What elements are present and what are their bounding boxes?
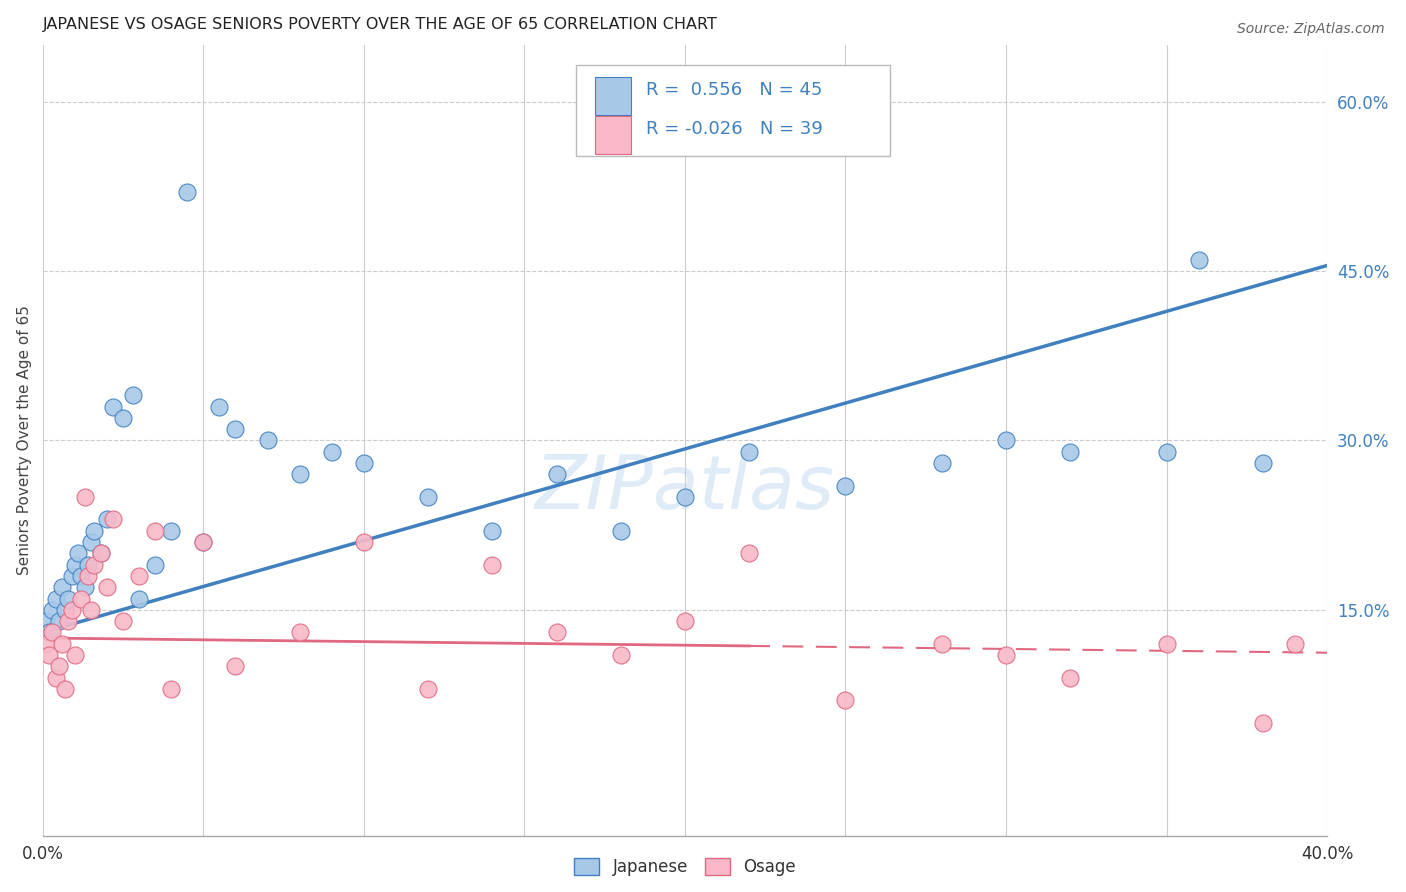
Point [41,603,63,617]
Point [73,580,96,594]
Legend: Japanese, Osage: Japanese, Osage [568,851,803,882]
Point [53,603,76,617]
Point [70,591,93,606]
Point [738,546,761,560]
Point [834,693,856,707]
Point [73,490,96,504]
Point [931,637,953,651]
Point [481,524,503,538]
Point [353,535,375,549]
Point [51,637,73,651]
Point [70,569,93,583]
Point [673,614,696,628]
Point [80,603,103,617]
Point [76,569,98,583]
Point [321,444,343,458]
Point [38,625,60,640]
Text: R =  0.556   N = 45: R = 0.556 N = 45 [647,81,823,99]
Point [103,400,125,414]
Point [128,569,150,583]
Point [256,434,278,448]
Point [288,467,311,482]
Point [193,535,215,549]
Point [35,637,58,651]
Point [208,400,231,414]
Point [995,648,1018,662]
Point [76,558,98,572]
Y-axis label: Seniors Poverty Over the Age of 65: Seniors Poverty Over the Age of 65 [17,306,32,575]
Point [45,591,67,606]
Point [834,478,856,492]
Point [60,603,83,617]
Point [128,591,150,606]
Point [193,535,215,549]
Text: Source: ZipAtlas.com: Source: ZipAtlas.com [1237,22,1385,37]
Point [112,410,135,425]
Point [353,456,375,470]
Point [80,535,103,549]
Point [546,467,568,482]
Point [35,614,58,628]
Point [90,546,112,560]
Point [53,681,76,696]
Point [41,625,63,640]
FancyBboxPatch shape [576,65,890,156]
Point [995,434,1018,448]
Point [121,388,143,402]
Point [224,659,246,673]
Point [51,580,73,594]
Text: R = -0.026   N = 39: R = -0.026 N = 39 [647,120,824,138]
Point [160,524,183,538]
Point [673,490,696,504]
Point [143,558,166,572]
Text: JAPANESE VS OSAGE SENIORS POVERTY OVER THE AGE OF 65 CORRELATION CHART: JAPANESE VS OSAGE SENIORS POVERTY OVER T… [42,17,717,32]
Point [48,659,70,673]
Point [224,422,246,436]
Point [481,558,503,572]
Point [63,558,86,572]
Point [1251,456,1274,470]
Point [90,546,112,560]
Point [38,648,60,662]
Point [83,558,105,572]
Text: ZIPatlas: ZIPatlas [534,452,835,524]
Bar [595,77,631,115]
Point [1284,637,1306,651]
Bar [595,117,631,154]
Point [96,580,118,594]
Point [60,569,83,583]
Point [103,512,125,526]
Point [48,614,70,628]
Point [45,671,67,685]
Point [546,625,568,640]
Point [143,524,166,538]
Point [609,648,631,662]
Point [1188,252,1211,267]
Point [1059,444,1081,458]
Point [416,681,439,696]
Point [160,681,183,696]
Point [1156,637,1178,651]
Point [63,648,86,662]
Point [288,625,311,640]
Point [931,456,953,470]
Point [112,614,135,628]
Point [67,546,90,560]
Point [58,614,80,628]
Point [609,524,631,538]
Point [416,490,439,504]
Point [1251,715,1274,730]
Point [96,512,118,526]
Point [176,185,198,199]
Point [1156,444,1178,458]
Point [1059,671,1081,685]
Point [738,444,761,458]
Point [83,524,105,538]
Point [58,591,80,606]
